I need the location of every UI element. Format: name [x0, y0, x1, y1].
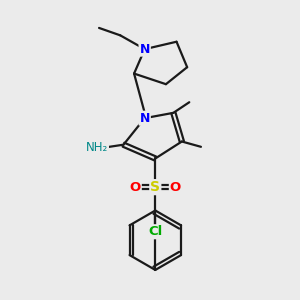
Text: S: S	[150, 180, 160, 194]
Text: Cl: Cl	[148, 225, 162, 238]
Text: NH₂: NH₂	[86, 141, 108, 154]
Text: O: O	[170, 181, 181, 194]
Text: N: N	[140, 43, 150, 56]
Text: N: N	[140, 112, 150, 125]
Text: O: O	[130, 181, 141, 194]
